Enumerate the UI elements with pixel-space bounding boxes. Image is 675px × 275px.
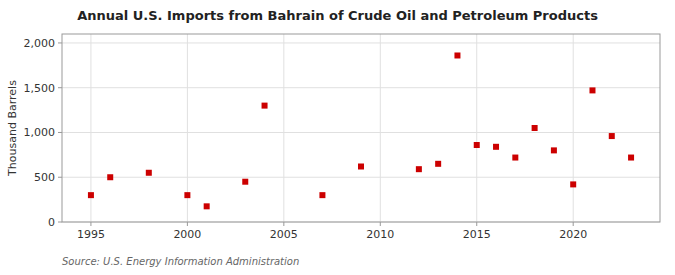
y-tick-label: 2,000: [24, 37, 56, 50]
x-tick: [90, 222, 91, 226]
point: [358, 163, 364, 169]
x-grid-line: [573, 34, 574, 222]
y-grid-line: [62, 87, 660, 88]
point: [319, 192, 325, 198]
x-tick: [476, 222, 477, 226]
x-tick-label: 2020: [559, 228, 587, 241]
point: [474, 142, 480, 148]
x-grid-line: [283, 34, 284, 222]
point: [146, 170, 152, 176]
ticks: 1995 2000 2005 2010 2015 2020 0 500 1,000 1,500 2,…: [24, 37, 588, 241]
point: [589, 87, 595, 93]
x-tick: [283, 222, 284, 226]
x-tick: [187, 222, 188, 226]
chart: 1995 2000 2005 2010 2015 2020 0 500 1,000 1,500 2,…: [0, 0, 675, 275]
point: [454, 52, 460, 58]
y-tick-label: 1,000: [24, 126, 56, 139]
y-grid-line: [62, 132, 660, 133]
y-tick: [58, 42, 62, 43]
y-tick: [58, 177, 62, 178]
points: [88, 52, 634, 209]
x-tick-label: 2015: [463, 228, 491, 241]
point: [416, 166, 422, 172]
y-tick: [58, 87, 62, 88]
y-tick-label: 500: [34, 171, 55, 184]
title: Annual U.S. Imports from Bahrain of Crud…: [77, 8, 598, 23]
y-grid-line: [62, 177, 660, 178]
point: [184, 192, 190, 198]
y-tick: [58, 132, 62, 133]
point: [551, 147, 557, 153]
point: [435, 161, 441, 167]
x-grid-line: [380, 34, 381, 222]
point: [532, 125, 538, 131]
chart-container: 1995 2000 2005 2010 2015 2020 0 500 1,000 1,500 2,…: [0, 0, 675, 275]
x-tick-label: 2010: [366, 228, 394, 241]
point: [88, 192, 94, 198]
plot-frame: [62, 34, 660, 222]
y-axis-label: Thousand Barrels: [6, 80, 19, 177]
point: [570, 181, 576, 187]
point: [493, 144, 499, 150]
y-tick: [58, 222, 62, 223]
point: [107, 174, 113, 180]
x-tick-label: 1995: [77, 228, 105, 241]
point: [628, 155, 634, 161]
point: [204, 203, 210, 209]
y-grid-line: [62, 42, 660, 43]
point: [609, 133, 615, 139]
source: Source: U.S. Energy Information Administ…: [62, 256, 299, 267]
x-tick-label: 2005: [270, 228, 298, 241]
x-tick: [380, 222, 381, 226]
x-tick-label: 2000: [173, 228, 201, 241]
point: [262, 103, 268, 109]
x-tick: [573, 222, 574, 226]
point: [512, 155, 518, 161]
x-grid-line: [476, 34, 477, 222]
grid: [62, 34, 660, 222]
y-tick-label: 1,500: [24, 82, 56, 95]
y-tick-label: 0: [48, 216, 55, 229]
point: [242, 179, 248, 185]
